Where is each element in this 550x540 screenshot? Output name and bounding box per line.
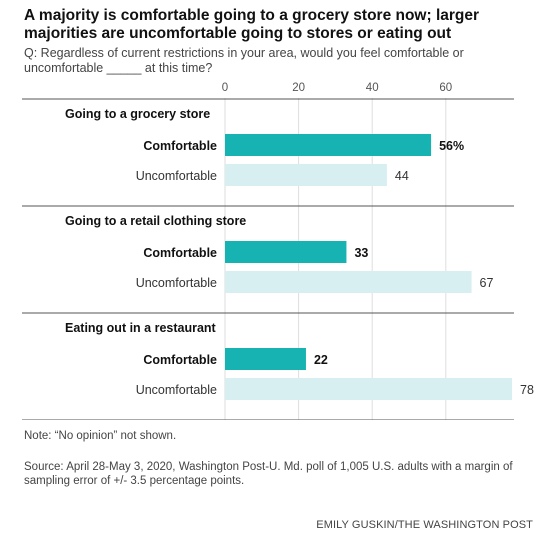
bar-value-label: 33 [354, 246, 368, 260]
bar-comfortable [225, 241, 347, 263]
x-tick-label: 20 [292, 82, 305, 94]
bar-category-label: Comfortable [143, 246, 217, 260]
bar-value-label: 67 [480, 276, 494, 290]
bar-comfortable [225, 348, 306, 370]
x-tick-label: 40 [366, 82, 379, 94]
bar-uncomfortable [225, 271, 472, 293]
bar-value-label: 78 [520, 383, 534, 397]
chart-question: Q: Regardless of current restrictions in… [24, 46, 464, 75]
bar-value-label: 56% [439, 139, 464, 153]
chart-note: Note: “No opinion” not shown. [24, 430, 177, 442]
group-label: Going to a grocery store [65, 107, 210, 121]
bar-category-label: Comfortable [143, 139, 217, 153]
bar-uncomfortable [225, 164, 387, 186]
chart-title: A majority is comfortable going to a gro… [24, 7, 480, 42]
chart-credit: EMILY GUSKIN/THE WASHINGTON POST [316, 519, 533, 531]
chart-source: Source: April 28-May 3, 2020, Washington… [24, 461, 513, 487]
group-label: Eating out in a restaurant [65, 321, 217, 335]
bar-uncomfortable [225, 378, 513, 400]
bar-category-label: Uncomfortable [136, 383, 217, 397]
bar-value-label: 22 [314, 353, 328, 367]
bar-value-label: 44 [395, 169, 409, 183]
bar-comfortable [225, 134, 432, 156]
bar-category-label: Uncomfortable [136, 276, 217, 290]
bar-category-label: Comfortable [143, 353, 217, 367]
bar-category-label: Uncomfortable [136, 169, 217, 183]
x-tick-label: 60 [439, 82, 452, 94]
group-label: Going to a retail clothing store [65, 214, 246, 228]
x-tick-label: 0 [222, 82, 228, 94]
bar-chart: 0 20 40 60 Going to a grocery store Comfortab… [22, 82, 534, 420]
